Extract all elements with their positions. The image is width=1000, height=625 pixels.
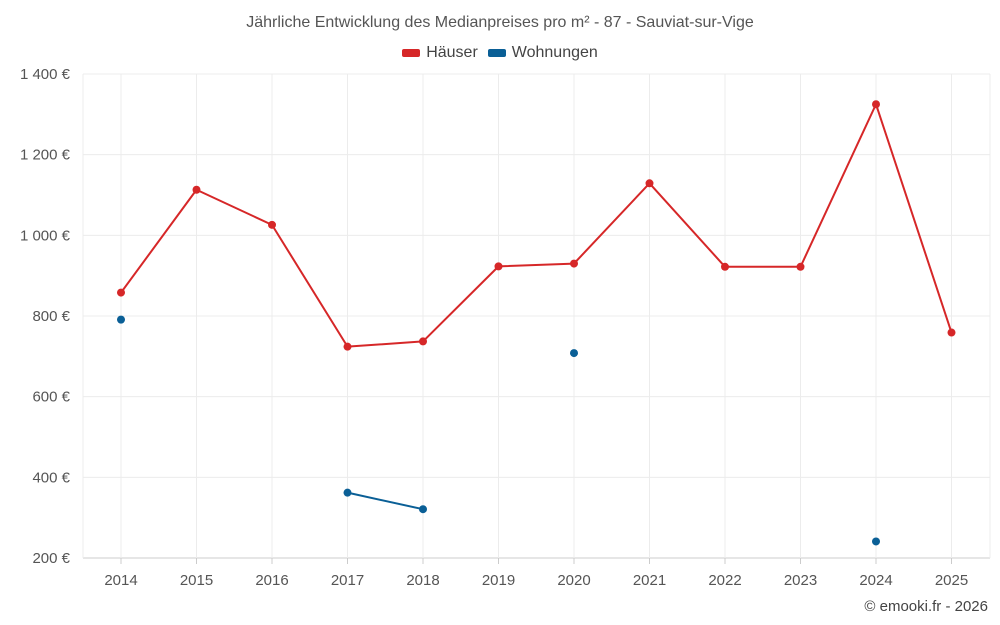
data-point-haeuser[interactable] (494, 262, 503, 271)
data-point-wohnungen[interactable] (117, 315, 125, 324)
x-tick-label: 2019 (482, 572, 515, 589)
legend-swatch-haeuser (402, 49, 421, 57)
x-tick-label: 2014 (104, 572, 137, 589)
data-point-haeuser[interactable] (117, 288, 125, 297)
y-tick-label: 400 € (32, 469, 70, 486)
data-point-haeuser[interactable] (645, 179, 654, 188)
data-point-haeuser[interactable] (343, 342, 352, 351)
data-point-haeuser[interactable] (419, 337, 427, 346)
data-point-wohnungen[interactable] (570, 349, 578, 358)
legend-label-wohnungen: Wohnungen (511, 44, 598, 61)
axes: 200 € 400 € 600 € 800 € 1 000 € 1 200 € 1 400 … (20, 66, 968, 589)
copyright-footer: © emooki.fr - 2026 (864, 598, 988, 615)
series-line-wohnungen (347, 491, 424, 511)
data-point-haeuser[interactable] (947, 328, 956, 337)
legend-swatch-wohnungen (487, 49, 506, 57)
series-wohnungen (117, 315, 880, 546)
x-tick-label: 2025 (935, 572, 968, 589)
y-tick-label: 600 € (32, 389, 70, 406)
series-layer (117, 100, 956, 546)
data-point-haeuser[interactable] (721, 262, 729, 271)
x-tick-label: 2021 (633, 572, 666, 589)
x-tick-label: 2020 (557, 572, 590, 589)
x-tick-label: 2023 (784, 572, 817, 589)
y-tick-label: 1 000 € (20, 227, 71, 244)
y-tick-label: 1 200 € (20, 147, 71, 164)
x-tick-label: 2022 (708, 572, 741, 589)
x-tick-label: 2024 (859, 572, 892, 589)
y-tick-label: 200 € (32, 550, 70, 567)
data-point-haeuser[interactable] (192, 185, 201, 194)
data-point-haeuser[interactable] (796, 262, 805, 271)
data-point-haeuser[interactable] (268, 220, 276, 229)
legend-item-wohnungen[interactable]: Wohnungen (487, 44, 598, 62)
y-tick-label: 1 400 € (20, 66, 71, 83)
data-point-haeuser[interactable] (570, 259, 578, 268)
x-tick-label: 2018 (406, 572, 439, 589)
legend: Häuser Wohnungen (0, 44, 1000, 62)
data-point-haeuser[interactable] (872, 100, 880, 109)
series-line-haeuser (120, 103, 953, 348)
data-point-wohnungen[interactable] (872, 537, 880, 546)
x-tick-label: 2016 (255, 572, 288, 589)
chart-title: Jährliche Entwicklung des Medianpreises … (246, 14, 754, 31)
legend-label-haeuser: Häuser (426, 44, 478, 61)
series-haeuser (117, 100, 956, 351)
legend-item-haeuser[interactable]: Häuser (402, 44, 478, 62)
grid-lines (82, 73, 991, 559)
data-point-wohnungen[interactable] (343, 488, 352, 497)
y-tick-label: 800 € (32, 308, 70, 325)
data-point-wohnungen[interactable] (419, 505, 427, 514)
x-tick-label: 2015 (180, 572, 213, 589)
x-tick-label: 2017 (331, 572, 364, 589)
